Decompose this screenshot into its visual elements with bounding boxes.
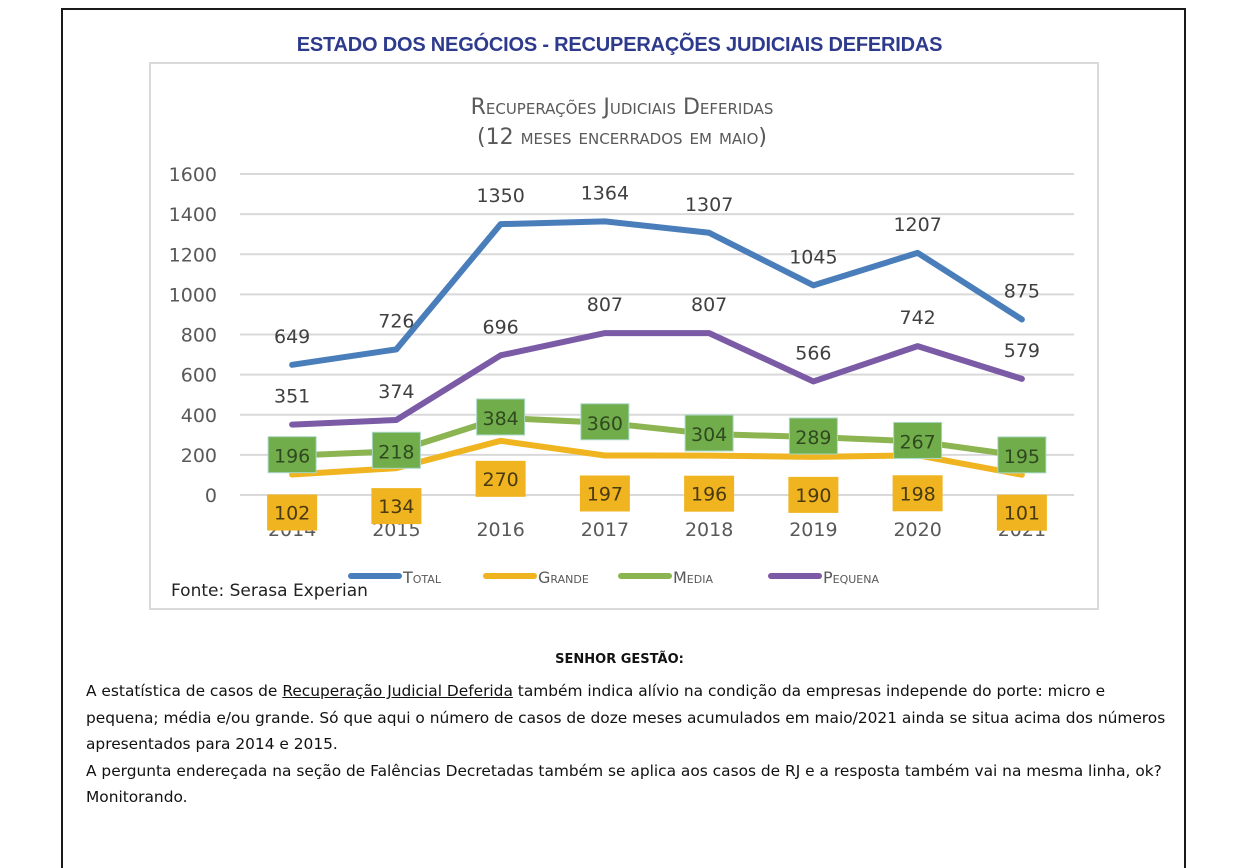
y-tick-label: 1400 xyxy=(169,204,217,226)
data-label-pequena: 566 xyxy=(795,342,831,364)
data-label-grande: 270 xyxy=(482,469,518,491)
data-label-pequena: 351 xyxy=(274,386,310,408)
data-label-media: 304 xyxy=(691,424,727,446)
legend-label-total: Total xyxy=(402,568,442,587)
y-tick-label: 1200 xyxy=(169,244,217,266)
data-label-total: 1350 xyxy=(476,185,524,207)
data-label-box-grande xyxy=(996,494,1047,531)
data-label-box-grande xyxy=(684,475,735,512)
recuperacao-judicial-link[interactable]: Recuperação Judicial Deferida xyxy=(282,682,513,700)
data-label-total: 875 xyxy=(1004,280,1040,302)
x-tick-label: 2015 xyxy=(372,519,420,541)
data-label-pequena: 807 xyxy=(691,294,727,316)
series-line-total xyxy=(289,218,1025,368)
data-label-media: 360 xyxy=(587,413,623,435)
data-label-grande: 197 xyxy=(587,483,623,505)
data-label-box-media xyxy=(371,431,421,469)
document-frame xyxy=(61,8,1186,868)
y-axis: 0 200 400 600 800 1000 1200 1400 1600 xyxy=(169,164,217,507)
commentary-heading: SENHOR GESTÃO: xyxy=(555,652,684,667)
data-label-box-media xyxy=(893,421,943,459)
y-tick-label: 400 xyxy=(181,405,217,427)
data-label-box-grande xyxy=(371,488,422,525)
y-tick-label: 0 xyxy=(205,485,217,507)
data-label-box-media xyxy=(997,436,1047,474)
page-title: ESTADO DOS NEGÓCIOS - RECUPERAÇÕES JUDIC… xyxy=(296,34,943,56)
y-tick-label: 200 xyxy=(181,445,217,467)
x-tick-label: 2018 xyxy=(685,519,733,541)
data-label-media: 218 xyxy=(378,441,414,463)
commentary-paragraph-2: A pergunta endereçada na seção de Falênc… xyxy=(86,761,1162,780)
commentary-paragraph-1: A estatística de casos de Recuperação Ju… xyxy=(86,678,1176,758)
text-span: A estatística de casos de xyxy=(86,682,283,700)
data-label-media: 267 xyxy=(899,431,935,453)
y-tick-label: 1000 xyxy=(169,284,217,306)
data-label-total: 1045 xyxy=(789,246,837,268)
data-label-box-media xyxy=(580,403,630,441)
x-tick-label: 2016 xyxy=(476,519,524,541)
data-label-box-media xyxy=(476,398,526,436)
data-label-total: 1364 xyxy=(581,182,629,204)
data-label-media: 289 xyxy=(795,427,831,449)
data-label-grande: 190 xyxy=(795,485,831,507)
data-label-grande: 196 xyxy=(691,484,727,506)
data-label-box-grande xyxy=(475,460,526,497)
data-label-total: 726 xyxy=(378,310,414,332)
y-tick-label: 800 xyxy=(181,325,217,347)
data-label-pequena: 696 xyxy=(482,316,518,338)
data-label-pequena: 579 xyxy=(1004,340,1040,362)
chart-subtitle: (12 meses encerrados em maio) xyxy=(477,125,767,150)
legend-label-pequena: Pequena xyxy=(823,568,879,587)
data-label-pequena: 374 xyxy=(378,381,414,403)
line-chart: Recuperações Judiciais Deferidas (12 mes… xyxy=(169,95,1074,601)
commentary-paragraph-3: Monitorando. xyxy=(86,788,188,806)
chart-source: Fonte: Serasa Experian xyxy=(171,581,368,601)
data-label-box-grande xyxy=(267,494,318,531)
x-tick-label: 2017 xyxy=(581,519,629,541)
x-tick-label: 2019 xyxy=(789,519,837,541)
chart-container: Recuperações Judiciais Deferidas (12 mes… xyxy=(149,62,1099,610)
y-tick-label: 600 xyxy=(181,365,217,387)
data-label-grande: 134 xyxy=(378,496,414,518)
text-span: também indica alívio na condição da empr… xyxy=(86,682,1166,753)
legend-label-media: Media xyxy=(673,568,713,587)
data-label-box-grande xyxy=(892,475,943,512)
data-label-box-grande xyxy=(788,476,839,513)
data-labels: 649 726 1350 1364 1307 1045 1207 875 102 134 270 19… xyxy=(267,182,1047,531)
series-line-pequena xyxy=(289,330,1025,428)
chart-title: Recuperações Judiciais Deferidas xyxy=(471,95,774,120)
data-label-grande: 102 xyxy=(274,503,310,525)
data-label-pequena: 742 xyxy=(899,307,935,329)
data-label-total: 1307 xyxy=(685,194,733,216)
data-label-box-media xyxy=(267,436,317,474)
commentary-body: A estatística de casos de Recuperação Ju… xyxy=(86,678,1176,811)
data-label-pequena: 807 xyxy=(587,294,623,316)
data-label-box-media xyxy=(684,414,734,452)
legend-label-grande: Grande xyxy=(538,568,589,587)
data-label-box-grande xyxy=(579,475,630,512)
legend: Total Grande Media Pequena xyxy=(348,568,879,587)
data-label-media: 384 xyxy=(482,408,518,430)
data-label-total: 1207 xyxy=(893,214,941,236)
data-label-box-media xyxy=(788,417,838,455)
y-tick-label: 1600 xyxy=(169,164,217,186)
data-label-grande: 198 xyxy=(899,483,935,505)
data-label-media: 195 xyxy=(1004,446,1040,468)
data-label-grande: 101 xyxy=(1004,503,1040,525)
data-label-total: 649 xyxy=(274,326,310,348)
data-label-media: 196 xyxy=(274,446,310,468)
x-tick-label: 2020 xyxy=(893,519,941,541)
